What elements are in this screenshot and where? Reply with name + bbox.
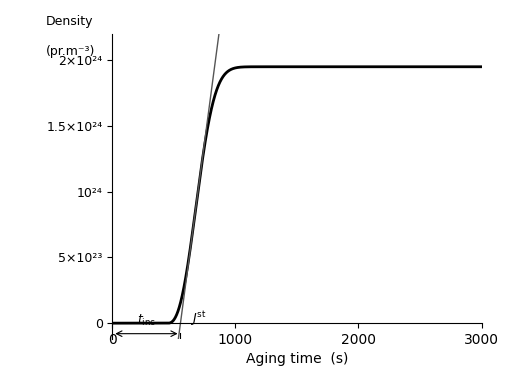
Text: Density: Density	[46, 15, 94, 28]
X-axis label: Aging time  (s): Aging time (s)	[246, 353, 348, 366]
Text: $t_{\rm inc}$: $t_{\rm inc}$	[137, 313, 156, 329]
Text: (pr.m⁻³): (pr.m⁻³)	[46, 45, 95, 58]
Text: $J^{\rm st}$: $J^{\rm st}$	[190, 310, 207, 329]
